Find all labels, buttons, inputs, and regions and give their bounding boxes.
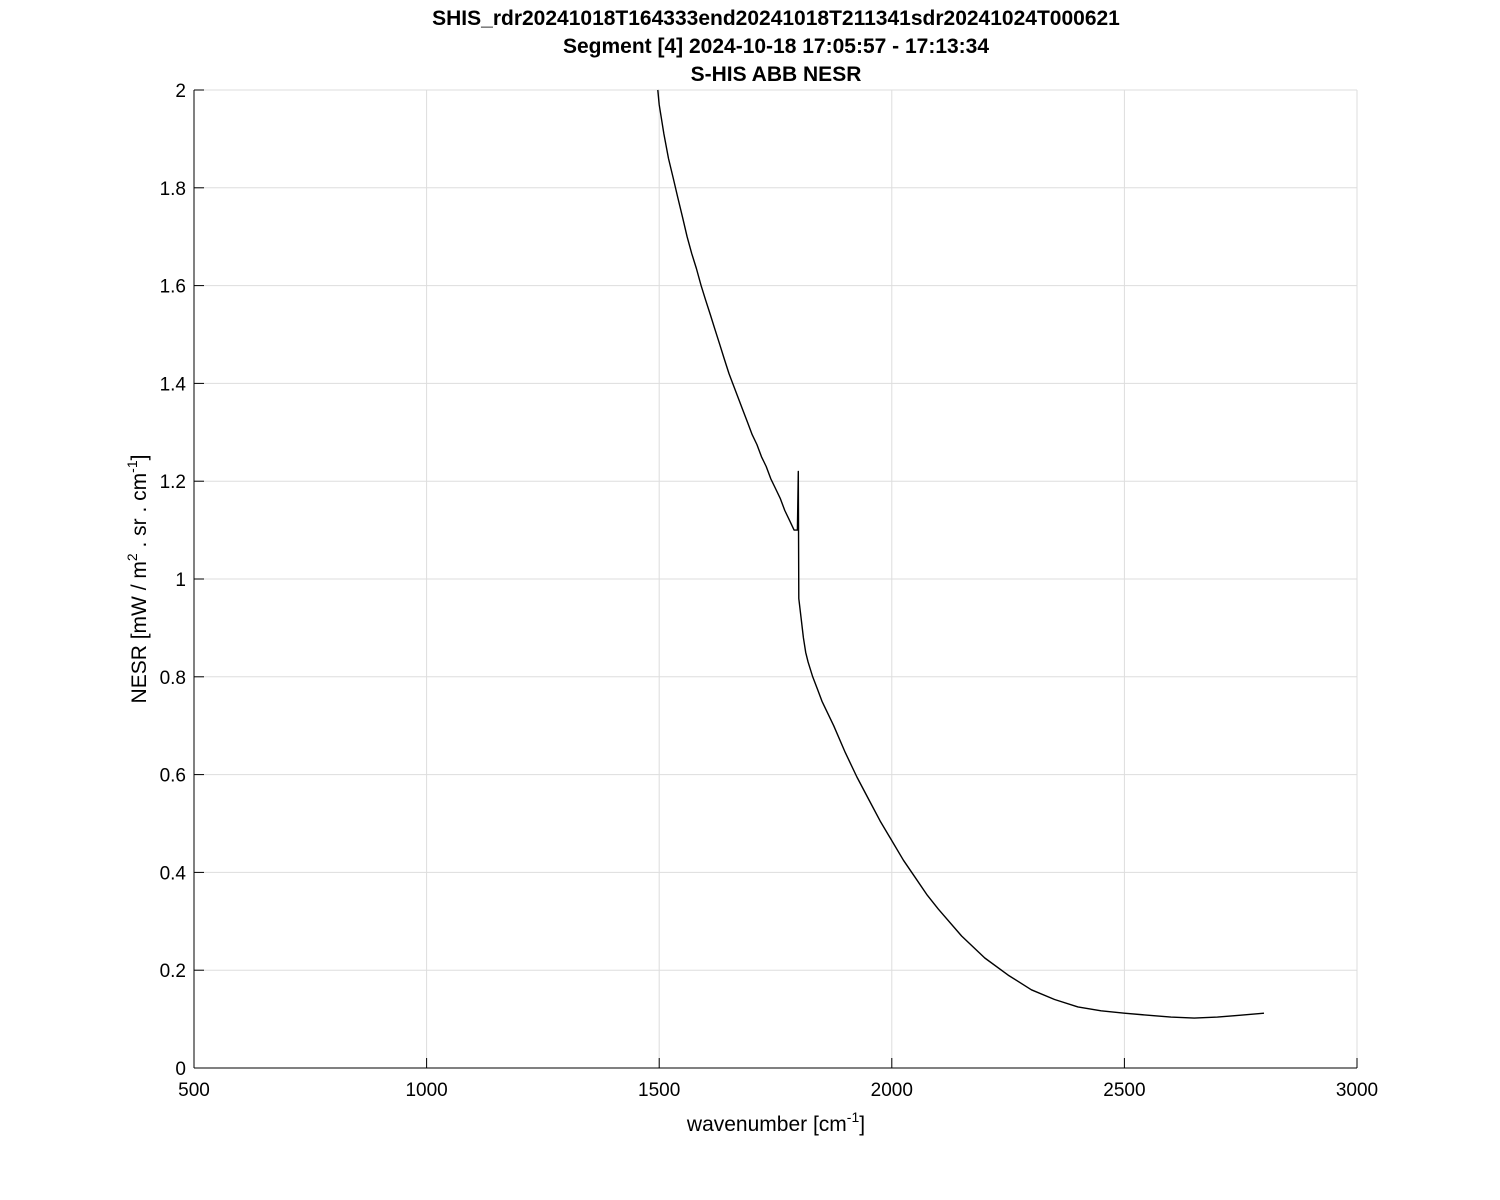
grid	[193, 89, 1358, 1069]
y-axis-label: NESR [mW / m2 . sr . cm-1]	[124, 455, 151, 704]
chart-title-line-3: S-HIS ABB NESR	[691, 63, 862, 86]
x-tick-label: 2500	[1103, 1080, 1145, 1101]
y-tick-label: 1.4	[160, 374, 187, 395]
x-tick-label: 1000	[405, 1080, 447, 1101]
y-tick-label: 0	[175, 1059, 186, 1080]
x-axis-label: wavenumber [cm-1]	[686, 1109, 865, 1136]
x-tick-label: 2000	[871, 1080, 913, 1101]
y-axis-ticks: 0 0.2 0.4 0.6 0.8 1 1.2 1.4 1.6 1.8 2	[160, 81, 204, 1080]
plot-area	[657, 89, 1265, 1019]
y-tick-label: 0.6	[160, 766, 186, 787]
x-axis-ticks: 500 1000 1500 2000 2500 3000	[178, 1058, 1378, 1101]
y-tick-label: 1	[175, 570, 186, 591]
nesr-series-line	[657, 89, 1265, 1019]
y-tick-label: 0.4	[160, 863, 187, 884]
y-tick-label: 2	[175, 81, 186, 102]
x-tick-label: 1500	[638, 1080, 680, 1101]
x-tick-label: 500	[178, 1080, 210, 1101]
chart-title-line-1: SHIS_rdr20241018T164333end20241018T21134…	[432, 7, 1120, 30]
y-tick-label: 1.6	[160, 277, 186, 298]
y-tick-label: 1.8	[160, 179, 186, 200]
y-tick-label: 1.2	[160, 472, 186, 493]
chart-title-line-2: Segment [4] 2024-10-18 17:05:57 - 17:13:…	[563, 35, 989, 58]
y-tick-label: 0.8	[160, 668, 186, 689]
x-tick-label: 3000	[1336, 1080, 1378, 1101]
y-tick-label: 0.2	[160, 961, 186, 982]
